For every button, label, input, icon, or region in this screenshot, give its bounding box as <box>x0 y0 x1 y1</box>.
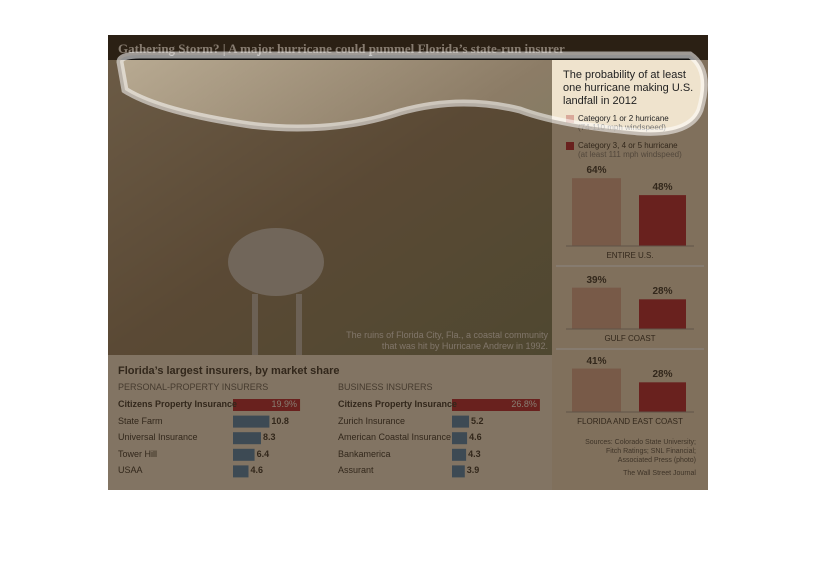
legend-swatch <box>566 115 574 123</box>
value-label: 6.4 <box>256 448 270 459</box>
category-label: Tower Hill <box>118 448 158 459</box>
value-label: 19.9% <box>271 399 298 409</box>
insurers-title: Florida’s largest insurers, by market sh… <box>118 365 340 377</box>
legend-entry: Category 1 or 2 hurricane <box>578 114 669 123</box>
category-label: State Farm <box>118 415 163 426</box>
bar <box>452 432 468 445</box>
value-label: 48% <box>652 182 673 194</box>
bar <box>233 448 255 461</box>
value-label: 28% <box>652 286 673 298</box>
bar <box>639 195 686 246</box>
value-label: 39% <box>586 274 607 286</box>
value-label: 10.8 <box>271 415 289 426</box>
tower-leg <box>296 294 302 355</box>
bar <box>452 448 467 461</box>
water-tower <box>228 228 324 296</box>
value-label: 64% <box>586 165 607 177</box>
value-label: 8.3 <box>262 432 276 443</box>
bar <box>452 465 465 478</box>
category-label: Bankamerica <box>338 448 391 459</box>
section-label: BUSINESS INSURERS <box>338 382 433 392</box>
value-label: 41% <box>586 355 607 367</box>
bar <box>572 287 621 329</box>
category-label: Zurich Insurance <box>338 415 406 426</box>
category-label: Universal Insurance <box>118 432 198 443</box>
panel-title: The probability of at least one hurrican… <box>563 69 694 107</box>
section-label: PERSONAL-PROPERTY INSURERS <box>118 382 269 392</box>
bar <box>572 368 621 412</box>
value-label: 4.6 <box>250 465 264 476</box>
category-label: Assurant <box>338 465 374 476</box>
chart-label: GULF COAST <box>604 334 656 343</box>
photo-caption: The ruins of Florida City, Fla., a coast… <box>346 330 548 351</box>
sources: Sources: Colorado State University; Fitc… <box>585 439 696 464</box>
photo <box>108 60 552 355</box>
legend-note: (at least 111 mph windspeed) <box>578 150 682 159</box>
chart-label: ENTIRE U.S. <box>606 251 654 260</box>
legend-entry: Category 3, 4 or 5 hurricane <box>578 141 678 150</box>
legend-note: (74-110 mph windspeed) <box>578 123 666 132</box>
bar <box>639 382 686 412</box>
value-label: 28% <box>652 369 673 381</box>
header-title: Gathering Storm? | A major hurricane cou… <box>118 41 565 56</box>
bar <box>452 415 470 428</box>
bar <box>233 432 261 445</box>
category-label: USAA <box>118 465 143 476</box>
value-label: 5.2 <box>471 415 484 426</box>
bar <box>233 415 270 428</box>
credit: The Wall Street Journal <box>623 470 696 477</box>
category-label: Citizens Property Insurance <box>118 399 238 409</box>
value-label: 4.6 <box>469 432 482 443</box>
bar <box>639 299 686 329</box>
legend-swatch <box>566 142 574 150</box>
chart-label: FLORIDA AND EAST COAST <box>577 417 683 426</box>
bar <box>233 465 249 478</box>
bar <box>572 178 621 246</box>
category-label: American Coastal Insurance <box>338 432 452 443</box>
value-label: 26.8% <box>511 399 537 409</box>
value-label: 4.3 <box>468 448 481 459</box>
value-label: 3.9 <box>466 465 480 476</box>
category-label: Citizens Property Insurance <box>338 399 458 409</box>
tower-leg <box>252 294 258 355</box>
